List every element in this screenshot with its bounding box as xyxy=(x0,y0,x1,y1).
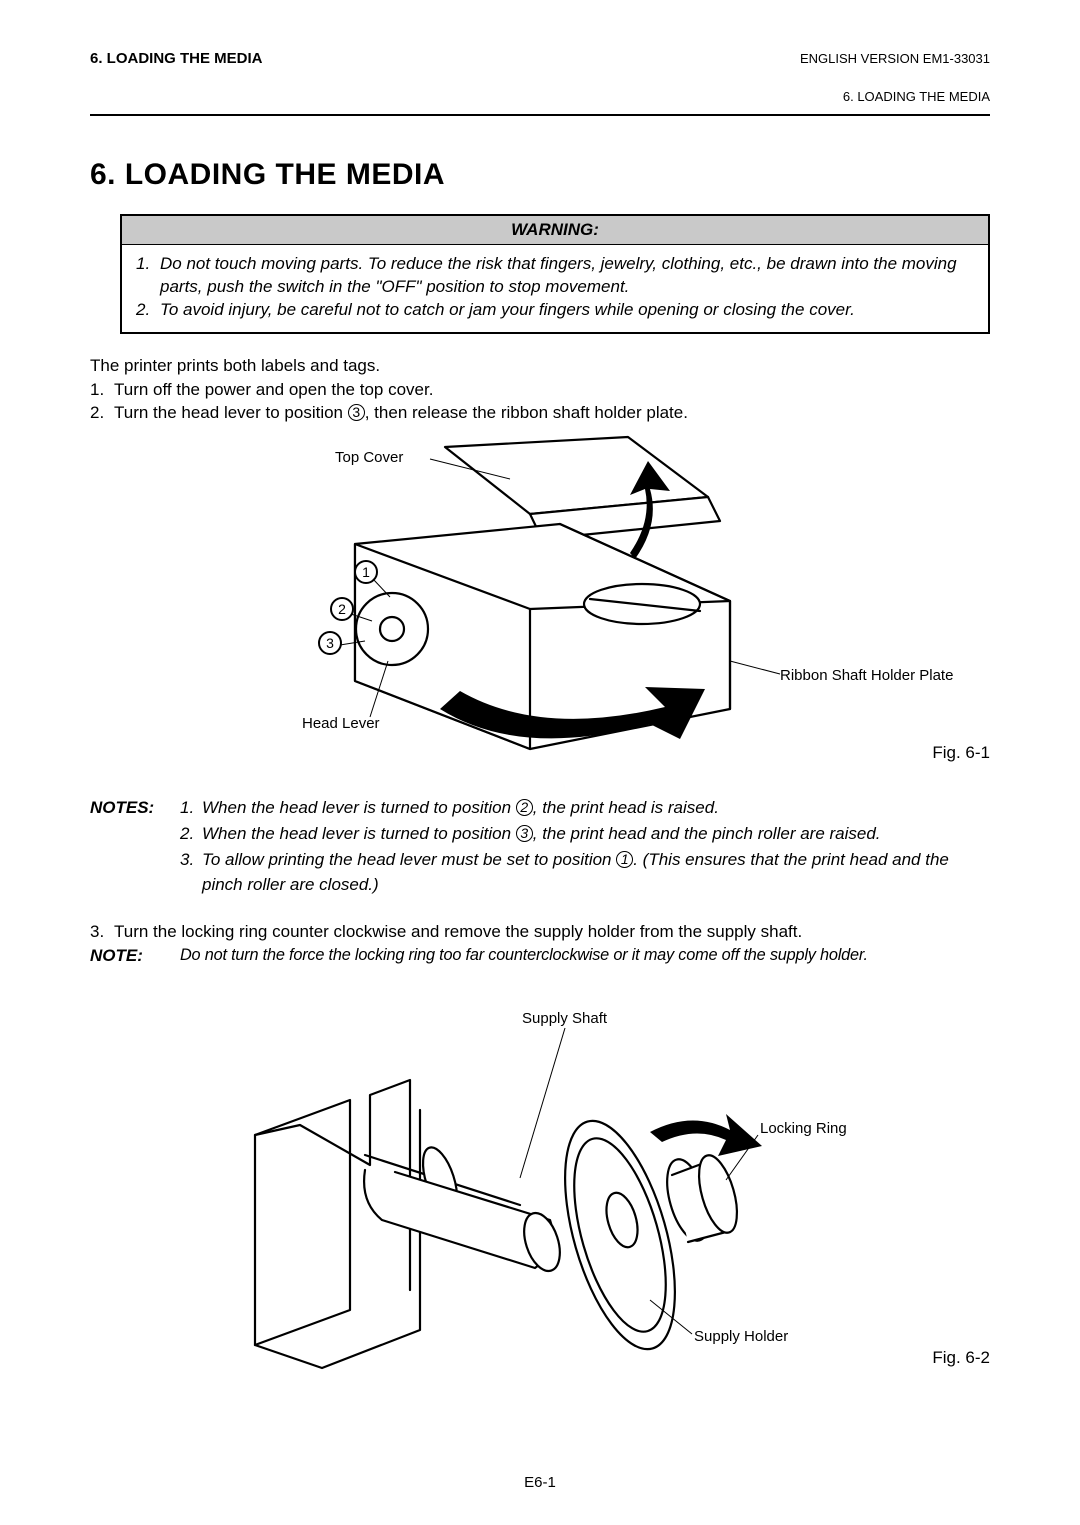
page-header: 6. LOADING THE MEDIA ENGLISH VERSION EM1… xyxy=(90,50,990,67)
note-text: When the head lever is turned to positio… xyxy=(202,822,881,846)
notes-list: 1.When the head lever is turned to posit… xyxy=(180,796,990,899)
note-body: Do not turn the force the locking ring t… xyxy=(180,946,990,966)
notes-block: NOTES: 1.When the head lever is turned t… xyxy=(90,796,990,899)
step-text: Turn off the power and open the top cove… xyxy=(114,378,433,402)
warning-heading: WARNING: xyxy=(122,216,988,245)
step-3-block: 3.Turn the locking ring counter clockwis… xyxy=(90,921,990,944)
label-supply-shaft: Supply Shaft xyxy=(522,1010,607,1027)
label-locking-ring: Locking Ring xyxy=(760,1120,847,1137)
warning-item-text: To avoid injury, be careful not to catch… xyxy=(160,299,855,322)
label-top-cover: Top Cover xyxy=(335,449,403,466)
label-supply-holder: Supply Holder xyxy=(694,1328,788,1345)
figure-6-2: Supply Shaft Locking Ring Supply Holder … xyxy=(90,980,990,1380)
section-title: 6. LOADING THE MEDIA xyxy=(90,158,990,192)
body-copy: The printer prints both labels and tags.… xyxy=(90,354,990,425)
step-num: 1. xyxy=(90,378,114,402)
printer-diagram-icon: 1 2 3 xyxy=(90,429,990,784)
note-text: When the head lever is turned to positio… xyxy=(202,796,719,820)
note-num: 2. xyxy=(180,822,202,846)
warning-item-num: 1. xyxy=(136,253,160,299)
note-text: To allow printing the head lever must be… xyxy=(202,848,990,896)
single-note: NOTE: Do not turn the force the locking … xyxy=(90,946,990,966)
warning-box: WARNING: 1.Do not touch moving parts. To… xyxy=(120,214,990,334)
svg-text:2: 2 xyxy=(338,601,346,617)
note-num: 1. xyxy=(180,796,202,820)
warning-item-num: 2. xyxy=(136,299,160,322)
figure-6-1: 1 2 3 Top Cover Ribbon Shaft Holder Plat… xyxy=(90,429,990,784)
header-rule xyxy=(90,114,990,116)
supply-holder-diagram-icon xyxy=(90,980,990,1380)
header-doc-id: ENGLISH VERSION EM1-33031 xyxy=(800,51,990,66)
intro-text: The printer prints both labels and tags. xyxy=(90,354,990,378)
svg-text:1: 1 xyxy=(362,564,370,580)
note-num: 3. xyxy=(180,848,202,896)
warning-item-text: Do not touch moving parts. To reduce the… xyxy=(160,253,974,299)
header-sub-section: 6. LOADING THE MEDIA xyxy=(90,89,990,104)
figure-caption: Fig. 6-2 xyxy=(932,1348,990,1368)
step-text: Turn the head lever to position 3, then … xyxy=(114,401,688,425)
figure-caption: Fig. 6-1 xyxy=(932,743,990,763)
step-text: Turn the locking ring counter clockwise … xyxy=(114,921,802,944)
header-section-title: 6. LOADING THE MEDIA xyxy=(90,50,263,67)
note-label: NOTE: xyxy=(90,946,180,966)
step-num: 2. xyxy=(90,401,114,425)
notes-label: NOTES: xyxy=(90,796,180,899)
warning-body: 1.Do not touch moving parts. To reduce t… xyxy=(122,245,988,332)
label-ribbon-shaft-plate: Ribbon Shaft Holder Plate xyxy=(780,667,953,684)
step-num: 3. xyxy=(90,921,114,944)
svg-text:3: 3 xyxy=(326,635,334,651)
label-head-lever: Head Lever xyxy=(302,715,380,732)
page-number: E6-1 xyxy=(0,1474,1080,1491)
